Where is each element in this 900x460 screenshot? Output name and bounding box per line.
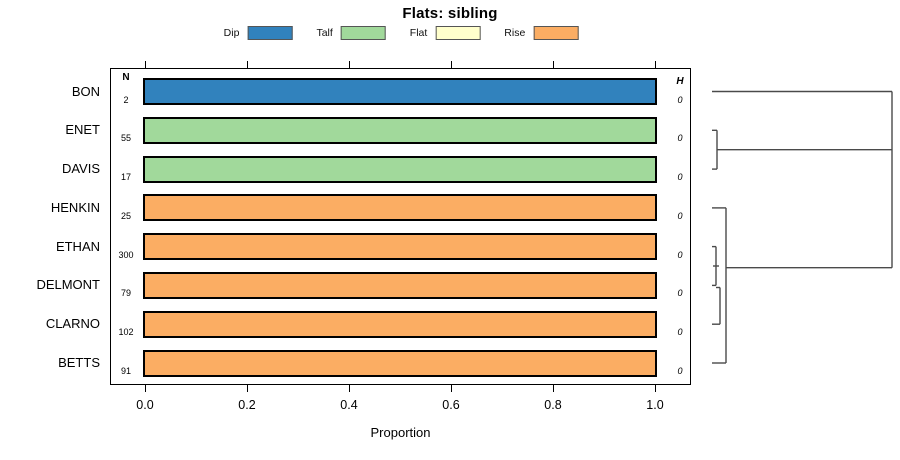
x-tick-bottom xyxy=(552,385,554,392)
n-value: 91 xyxy=(120,366,131,376)
legend-label: Talf xyxy=(316,27,333,39)
legend-swatch xyxy=(340,26,386,40)
row-label-betts: BETTS xyxy=(58,355,100,370)
n-value: 25 xyxy=(120,210,131,221)
x-tick-label: 1.0 xyxy=(646,398,664,412)
legend-swatch xyxy=(247,26,293,40)
n-value: 2 xyxy=(123,94,129,105)
bar-clarno xyxy=(143,310,657,338)
bar-delmont xyxy=(143,271,657,299)
h-value: 0 xyxy=(677,366,683,376)
row-label-ethan: ETHAN xyxy=(55,238,100,254)
x-axis-title: Proportion xyxy=(370,425,431,440)
bar-henkin xyxy=(143,194,657,222)
row-label-enet: ENET xyxy=(65,122,100,138)
bar-betts xyxy=(143,349,657,377)
legend-label: Flat xyxy=(409,27,428,39)
row-label-delmont: DELMONT xyxy=(36,277,100,293)
h-value: 0 xyxy=(677,327,683,338)
n-value: 102 xyxy=(118,327,134,338)
bar-ethan xyxy=(143,233,657,261)
x-tick-label: 0.8 xyxy=(544,398,562,412)
x-tick-label: 0.2 xyxy=(238,398,256,412)
row-label-davis: DAVIS xyxy=(61,161,100,177)
bar-enet xyxy=(143,116,657,144)
x-tick-top xyxy=(246,61,248,68)
legend-item-flat: Flat xyxy=(410,26,481,40)
legend-label: Dip xyxy=(223,27,240,39)
bar-bon xyxy=(143,78,657,105)
n-value: 300 xyxy=(118,249,134,260)
h-value: 0 xyxy=(677,288,683,299)
n-value: 55 xyxy=(120,133,131,144)
x-tick-top xyxy=(654,61,656,68)
row-label-henkin: HENKIN xyxy=(50,199,100,215)
h-column-header: H xyxy=(676,76,684,87)
x-tick-top xyxy=(552,61,554,68)
x-tick-bottom xyxy=(144,385,146,392)
x-tick-bottom xyxy=(246,385,248,392)
legend-item-talf: Talf xyxy=(316,26,386,40)
h-value: 0 xyxy=(677,210,683,221)
x-tick-bottom xyxy=(654,385,656,392)
h-value: 0 xyxy=(677,94,683,105)
x-tick-label: 0.4 xyxy=(340,398,358,412)
x-tick-bottom xyxy=(348,385,350,392)
chart-title: Flats: sibling xyxy=(402,5,498,22)
x-tick-label: 0.0 xyxy=(136,398,154,412)
row-label-bon: BON xyxy=(71,83,100,99)
h-value: 0 xyxy=(677,133,683,144)
legend-swatch xyxy=(533,26,579,40)
legend-swatch xyxy=(435,26,481,40)
legend: Dip Talf Flat Rise xyxy=(224,24,579,42)
x-tick-label: 0.6 xyxy=(442,398,460,412)
x-tick-top xyxy=(450,61,452,68)
n-value: 17 xyxy=(120,172,131,183)
x-tick-bottom xyxy=(450,385,452,392)
h-value: 0 xyxy=(677,172,683,183)
legend-item-dip: Dip xyxy=(224,26,293,40)
n-value: 79 xyxy=(120,288,131,299)
legend-item-rise: Rise xyxy=(504,26,579,40)
h-value: 0 xyxy=(677,249,683,260)
x-tick-top xyxy=(348,61,350,68)
bar-davis xyxy=(143,155,657,183)
n-column-header: N xyxy=(122,72,130,83)
x-tick-top xyxy=(144,61,146,68)
row-label-clarno: CLARNO xyxy=(45,316,100,332)
legend-label: Rise xyxy=(504,27,526,39)
